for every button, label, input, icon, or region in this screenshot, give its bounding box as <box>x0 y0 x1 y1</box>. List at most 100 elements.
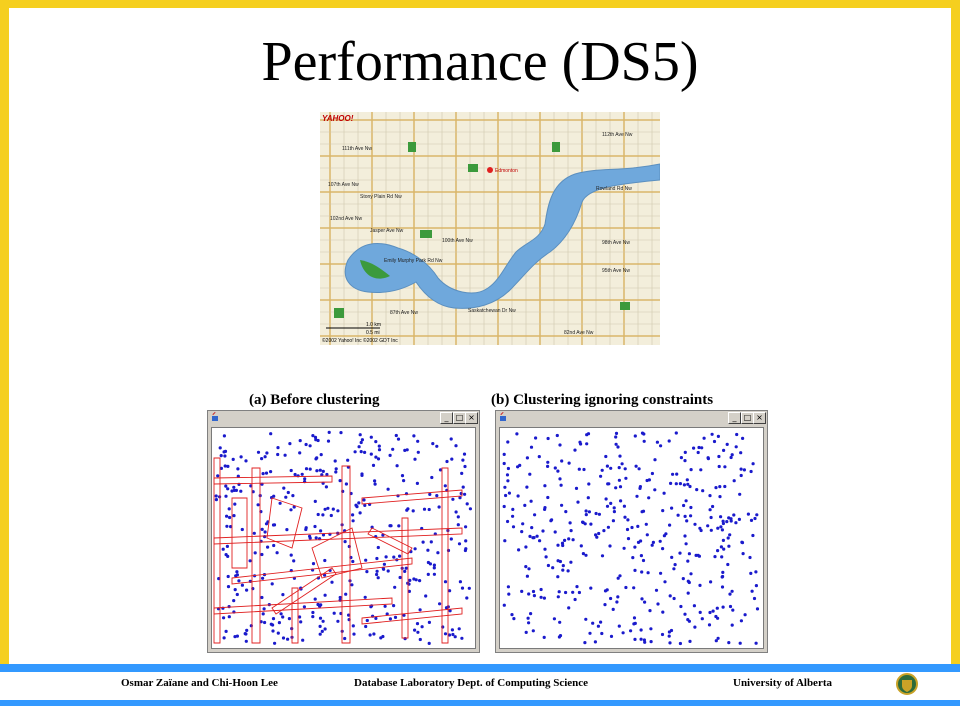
data-point <box>298 615 302 619</box>
data-point <box>418 637 422 642</box>
data-point <box>754 570 758 574</box>
data-point <box>739 451 743 455</box>
data-point <box>313 597 317 601</box>
close-button[interactable]: × <box>753 412 766 424</box>
data-point <box>708 610 712 615</box>
data-point <box>727 516 731 520</box>
data-point <box>581 552 585 556</box>
data-point <box>696 450 700 455</box>
park-area <box>360 260 390 279</box>
data-point <box>686 618 690 622</box>
data-point <box>411 509 415 513</box>
data-point <box>298 439 302 443</box>
data-point <box>608 544 612 548</box>
data-point <box>662 534 666 538</box>
data-point <box>683 534 687 538</box>
data-point <box>393 585 397 589</box>
constraint-polygon <box>231 497 248 569</box>
data-point <box>719 515 723 519</box>
data-point <box>292 559 296 563</box>
data-point <box>732 479 736 483</box>
data-point <box>698 610 702 614</box>
data-point <box>584 553 588 557</box>
data-point <box>584 509 588 513</box>
data-point <box>558 477 562 481</box>
data-point <box>687 552 691 556</box>
data-point <box>214 498 218 502</box>
data-point <box>675 472 679 476</box>
data-point <box>670 506 674 510</box>
data-point <box>532 536 536 540</box>
data-point <box>448 589 452 593</box>
data-point <box>569 529 573 533</box>
data-point <box>623 467 627 471</box>
data-point <box>624 476 628 480</box>
data-point <box>214 494 218 498</box>
data-point <box>730 453 734 457</box>
data-point <box>614 442 618 446</box>
maximize-button[interactable]: □ <box>741 412 754 424</box>
data-point <box>331 507 335 511</box>
data-point <box>549 519 553 523</box>
data-point <box>235 573 239 577</box>
data-point <box>232 599 236 603</box>
data-point <box>667 439 671 443</box>
close-button[interactable]: × <box>465 412 478 424</box>
data-point <box>614 486 618 490</box>
data-point <box>708 494 712 498</box>
data-point <box>269 470 273 474</box>
window-clustering-ignoring-constraints: _ □ × <box>495 410 768 653</box>
data-point <box>571 538 575 542</box>
data-point <box>308 534 312 538</box>
data-point <box>532 594 536 598</box>
data-point <box>633 568 637 572</box>
data-point <box>618 574 622 578</box>
minimize-button[interactable]: _ <box>440 412 453 424</box>
data-point <box>344 482 348 486</box>
data-point <box>224 484 228 488</box>
data-point <box>226 464 230 468</box>
data-point <box>709 528 713 532</box>
data-point <box>395 464 399 468</box>
data-point <box>617 624 621 628</box>
data-point <box>654 588 659 592</box>
data-point <box>611 607 615 611</box>
data-point <box>261 576 265 580</box>
data-point <box>375 556 379 561</box>
data-point <box>219 466 223 470</box>
data-point <box>722 547 726 551</box>
constraint-polygon <box>266 497 303 549</box>
data-point <box>534 436 538 440</box>
map-street-label: 95th Ave Nw <box>602 268 630 274</box>
data-point <box>402 613 406 617</box>
data-point <box>373 482 377 486</box>
data-point <box>368 633 372 637</box>
data-point <box>527 592 531 596</box>
data-point <box>575 585 579 589</box>
data-point <box>721 574 725 579</box>
data-point <box>338 595 342 600</box>
data-point <box>398 554 402 558</box>
map-street-label: 82nd Ave Nw <box>564 330 594 336</box>
data-point <box>561 564 565 568</box>
data-point <box>358 511 362 515</box>
data-point <box>271 623 275 627</box>
data-point <box>711 504 715 509</box>
data-point <box>579 544 583 548</box>
data-point <box>506 440 510 444</box>
data-point <box>357 445 361 449</box>
data-point <box>618 454 622 458</box>
data-point <box>407 589 411 593</box>
data-point <box>707 623 712 627</box>
data-point <box>413 547 417 551</box>
data-point <box>574 486 579 490</box>
data-point <box>318 632 322 636</box>
data-point <box>221 547 225 551</box>
data-point <box>463 492 467 496</box>
data-point <box>451 632 455 637</box>
data-point <box>403 637 407 641</box>
data-point <box>427 641 431 645</box>
data-point <box>604 497 608 501</box>
data-point <box>445 459 449 464</box>
minimize-button[interactable]: _ <box>728 412 741 424</box>
